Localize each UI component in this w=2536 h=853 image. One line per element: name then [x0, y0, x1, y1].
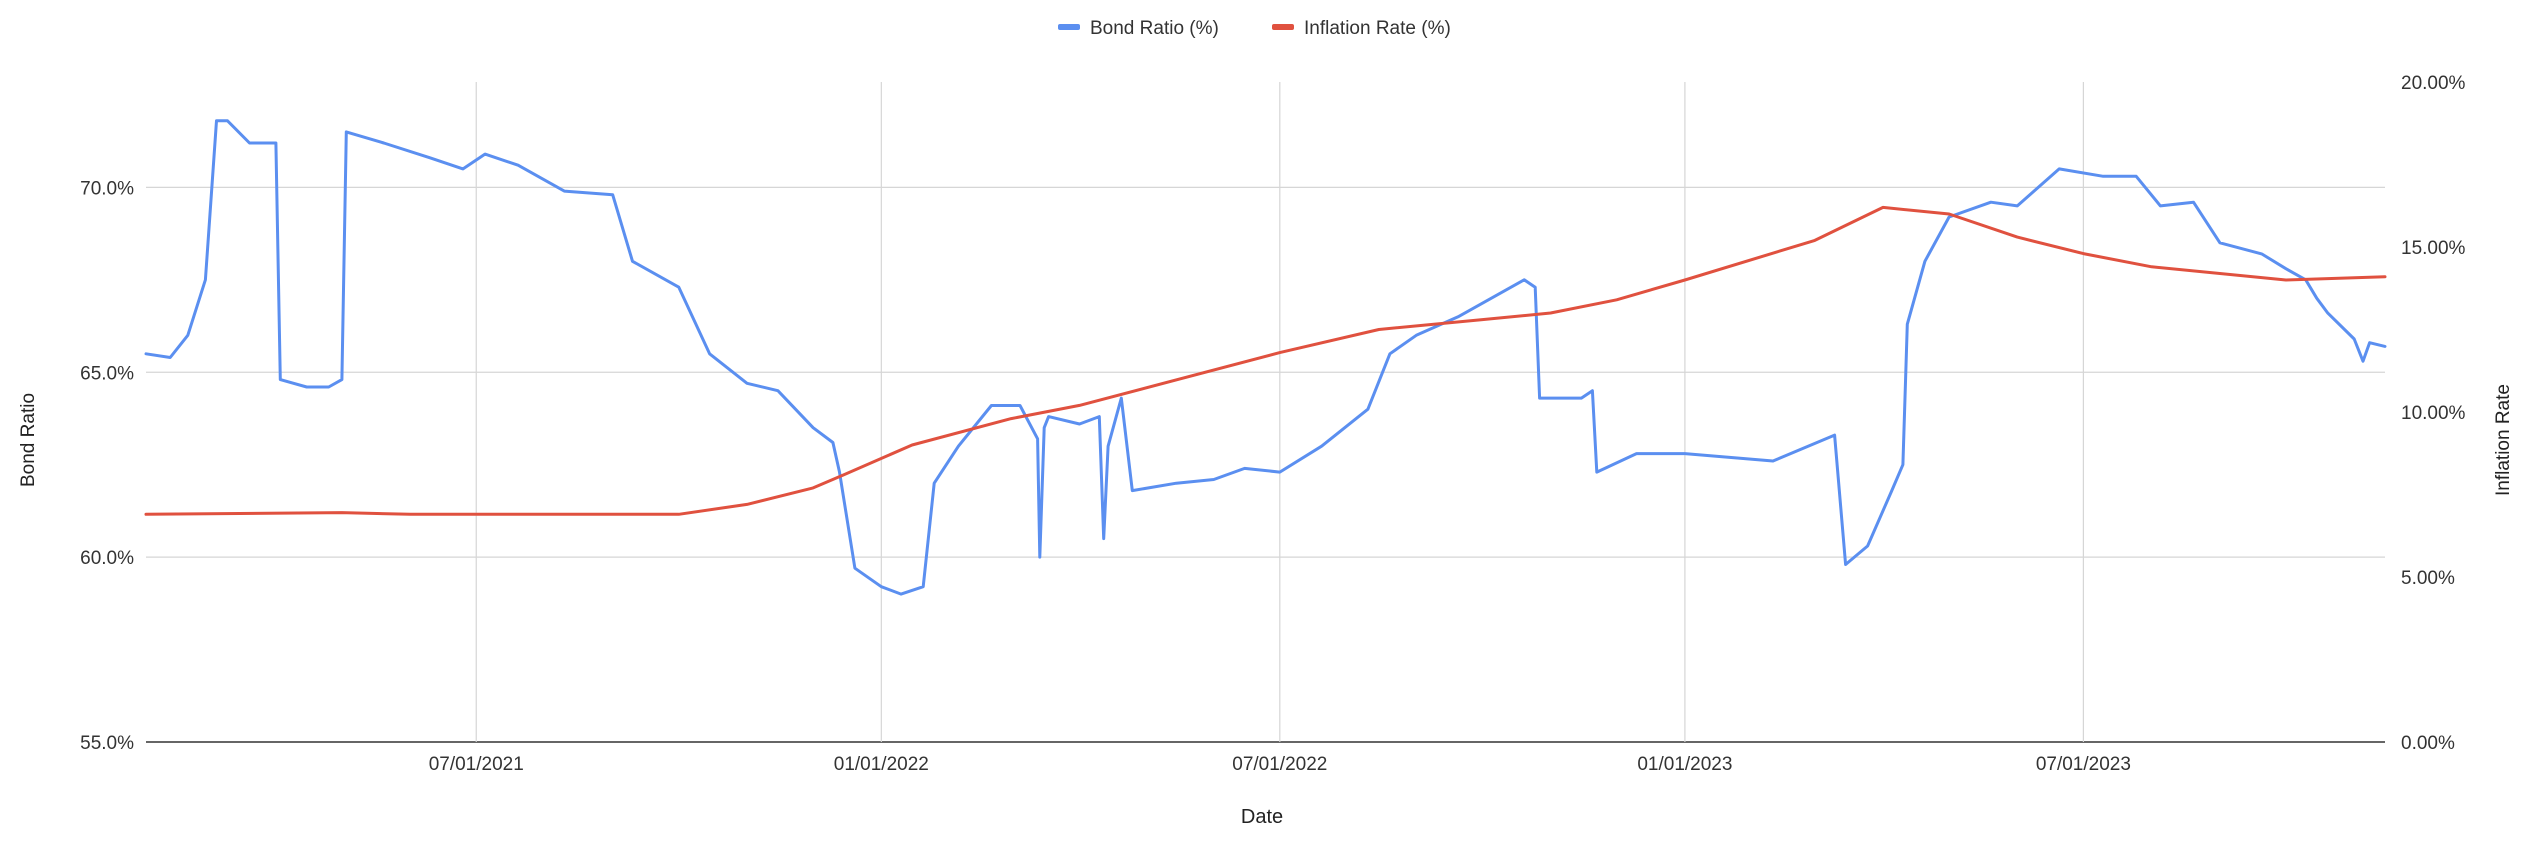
x-tick-label: 01/01/2023	[1637, 754, 1732, 775]
grid	[146, 82, 2385, 743]
legend-label: Inflation Rate (%)	[1304, 18, 1451, 39]
y-right-tick-label: 20.00%	[2401, 73, 2466, 94]
y-axis-left-title: Bond Ratio	[18, 393, 39, 487]
x-axis-title: Date	[1241, 806, 1283, 828]
series-layer	[144, 119, 2387, 596]
y-left-tick-label: 70.0%	[80, 178, 134, 199]
y-right-tick-label: 0.00%	[2401, 733, 2455, 754]
x-tick-label: 07/01/2021	[429, 754, 524, 775]
y-left-tick-label: 65.0%	[80, 363, 134, 384]
y-axis-right-title: Inflation Rate	[2493, 384, 2514, 496]
axes-layer: 55.0% 60.0% 65.0% 70.0% 0.00% 5.00% 10.00% 15.0…	[80, 73, 2465, 775]
legend: Bond Ratio (%) Inflation Rate (%)	[1058, 18, 1451, 39]
series-line-bond-ratio	[144, 119, 2387, 596]
legend-label: Bond Ratio (%)	[1090, 18, 1219, 39]
y-left-tick-label: 55.0%	[80, 733, 134, 754]
x-tick-label: 07/01/2022	[1232, 754, 1327, 775]
legend-swatch	[1272, 24, 1294, 30]
legend-swatch	[1058, 24, 1080, 30]
y-left-tick-label: 60.0%	[80, 548, 134, 569]
y-right-tick-label: 5.00%	[2401, 568, 2455, 589]
x-tick-label: 01/01/2022	[834, 754, 929, 775]
series-line-inflation-rate	[144, 205, 2387, 516]
x-tick-label: 07/01/2023	[2036, 754, 2131, 775]
y-right-tick-label: 10.00%	[2401, 403, 2466, 424]
y-right-tick-label: 15.00%	[2401, 238, 2466, 259]
